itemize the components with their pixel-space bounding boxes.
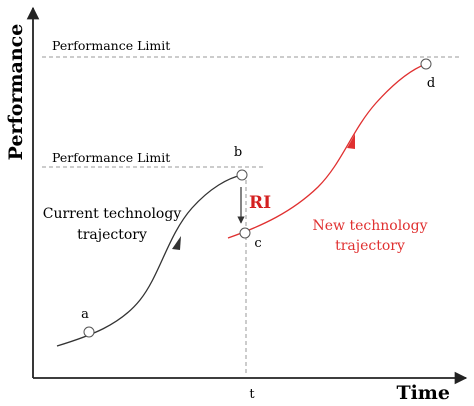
new-technology-curve (227, 63, 427, 239)
new-trajectory-label-line1: New technology (313, 218, 428, 234)
time-t-label: t (249, 387, 255, 402)
point-b-label: b (234, 145, 242, 160)
new-curve-arrowhead (347, 134, 355, 149)
point-c-label: c (254, 236, 261, 251)
ri-label: RI (249, 193, 271, 213)
current-technology-curve (56, 174, 243, 347)
current-trajectory-label-line1: Current technology (43, 206, 182, 222)
y-axis-title: Performance (5, 24, 27, 161)
new-trajectory-label-line2: trajectory (335, 238, 405, 254)
point-c-marker (239, 227, 251, 239)
current-curve-arrowhead (172, 236, 181, 250)
point-a-label: a (81, 307, 89, 322)
lower-limit-label: Performance Limit (52, 150, 170, 165)
x-axis-title: Time (396, 382, 450, 404)
upper-limit-label: Performance Limit (52, 38, 170, 53)
point-d-label: d (427, 76, 435, 91)
point-d-marker (420, 58, 432, 70)
point-b-marker (236, 169, 248, 181)
current-trajectory-label-line2: trajectory (77, 227, 147, 243)
point-a-marker (83, 326, 95, 338)
